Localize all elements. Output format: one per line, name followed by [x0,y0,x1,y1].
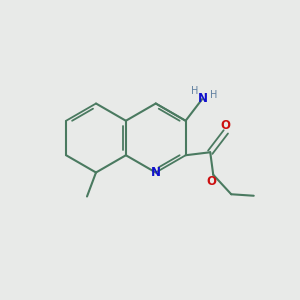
Text: O: O [207,175,217,188]
Text: N: N [198,92,208,105]
Text: N: N [151,166,161,179]
Text: H: H [191,86,198,96]
Text: O: O [221,119,231,132]
Text: H: H [210,90,217,100]
